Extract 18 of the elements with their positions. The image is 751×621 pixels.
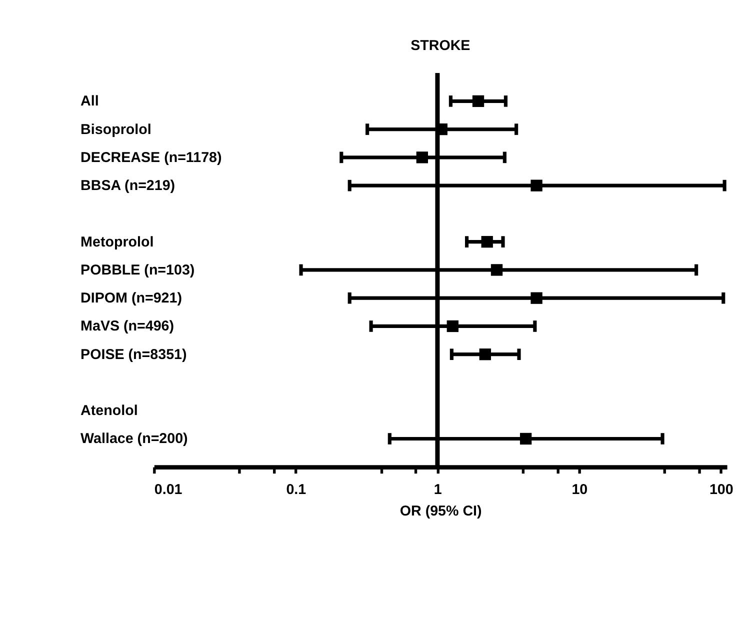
x-axis-title: OR (95% CI) [400, 504, 482, 520]
x-tick-label: 100 [709, 482, 734, 498]
y-tick-label: Wallace (n=200) [80, 431, 188, 448]
x-tick-label: 1 [434, 482, 442, 498]
y-tick-label: DECREASE (n=1178) [80, 150, 222, 166]
y-tick-label: MaVS (n=496) [80, 318, 174, 335]
y-tick-label: All [80, 94, 99, 110]
x-tick-label: 0.01 [154, 482, 182, 498]
y-tick-label: Atenolol [80, 403, 138, 420]
x-tick-label: 0.1 [286, 482, 306, 498]
y-tick-label: DIPOM (n=921) [80, 290, 182, 307]
chart-title: STROKE [410, 38, 470, 54]
y-tick-label: Metoprolol [80, 234, 154, 250]
x-tick-label: 10 [572, 482, 588, 498]
y-tick-label: BBSA (n=219) [80, 178, 176, 194]
y-tick-label: Bisoprolol [80, 122, 152, 138]
y-tick-label: POBBLE (n=103) [80, 262, 195, 278]
y-tick-label: POISE (n=8351) [80, 346, 187, 363]
